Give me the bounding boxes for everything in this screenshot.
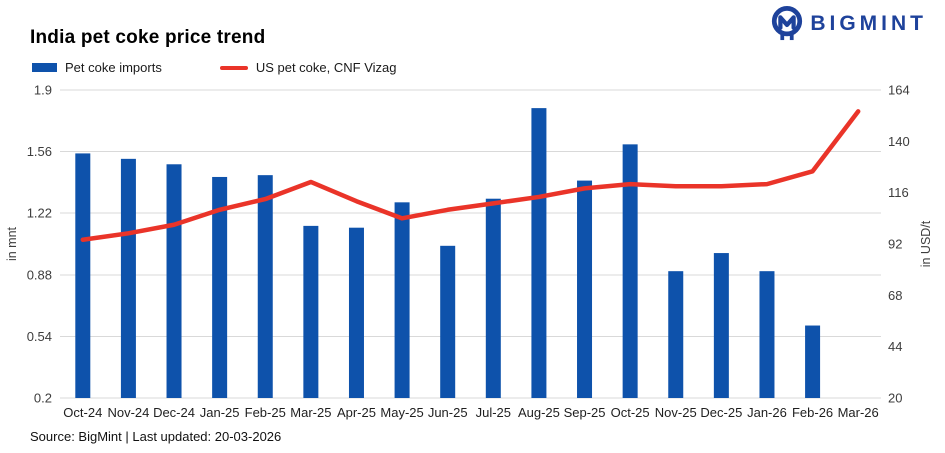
bar-May-25 xyxy=(394,202,410,398)
bigmint-logo-text: BIGMINT xyxy=(810,12,927,35)
bar-Feb-26 xyxy=(805,325,821,398)
legend: Pet coke imports US pet coke, CNF Vizag xyxy=(32,60,396,75)
right-axis-title: in USD/t xyxy=(919,220,933,267)
right-tick-label: 140 xyxy=(888,134,910,149)
bar-Aug-25 xyxy=(531,108,547,398)
x-axis-label: Apr-25 xyxy=(337,405,376,420)
x-axis-label: Dec-24 xyxy=(153,405,195,420)
x-axis-label: Aug-25 xyxy=(518,405,560,420)
bigmint-logo-icon xyxy=(772,6,803,41)
bar-Oct-24 xyxy=(75,153,91,398)
price-line xyxy=(80,109,861,242)
left-tick-label: 1.22 xyxy=(27,206,52,221)
x-axis-label: Jan-26 xyxy=(747,405,787,420)
x-axis-label: Jun-25 xyxy=(428,405,468,420)
x-axis-label: May-25 xyxy=(380,405,423,420)
legend-item-pet-coke-imports: Pet coke imports xyxy=(32,60,162,75)
x-axis-label: Feb-26 xyxy=(792,405,833,420)
page-title: India pet coke price trend xyxy=(30,27,266,48)
right-tick-label: 164 xyxy=(888,83,910,98)
x-axis-label: Mar-26 xyxy=(838,405,879,420)
legend-label-price: US pet coke, CNF Vizag xyxy=(255,60,397,75)
x-axis-label: Mar-25 xyxy=(290,405,331,420)
left-tick-label: 0.88 xyxy=(27,267,52,282)
bar-Dec-24 xyxy=(166,164,182,398)
bar-Jan-26 xyxy=(759,271,775,398)
right-tick-label: 44 xyxy=(888,339,902,354)
x-axis-label: Nov-25 xyxy=(655,405,697,420)
bar-Sep-25 xyxy=(577,180,593,398)
bar-Dec-25 xyxy=(713,253,729,398)
left-tick-label: 0.54 xyxy=(27,329,52,344)
bar-Jul-25 xyxy=(485,198,501,398)
bar-Mar-25 xyxy=(303,225,319,398)
bar-Oct-25 xyxy=(622,144,638,398)
source-note: Source: BigMint | Last updated: 20-03-20… xyxy=(30,429,282,444)
x-axis-label: Feb-25 xyxy=(245,405,286,420)
legend-line-swatch xyxy=(219,65,248,70)
bigmint-logo: BIGMINT xyxy=(770,5,927,43)
x-axis-label: Sep-25 xyxy=(564,405,606,420)
bar-Jun-25 xyxy=(440,245,456,398)
x-axis-label: Dec-25 xyxy=(700,405,742,420)
bar-Feb-25 xyxy=(257,175,273,398)
x-axis-label: Oct-25 xyxy=(611,405,650,420)
right-tick-label: 116 xyxy=(888,185,909,200)
bar-Jan-25 xyxy=(212,176,228,398)
left-tick-label: 1.9 xyxy=(34,83,52,98)
left-axis-title: in mnt xyxy=(5,226,19,261)
left-tick-label: 1.56 xyxy=(27,144,52,159)
bar-Nov-24 xyxy=(120,158,136,398)
bar-Apr-25 xyxy=(348,227,364,398)
x-axis-label: Jan-25 xyxy=(200,405,240,420)
bar-Nov-25 xyxy=(668,271,684,398)
right-tick-label: 20 xyxy=(888,391,902,406)
x-axis-label: Oct-24 xyxy=(63,405,102,420)
right-tick-label: 92 xyxy=(888,237,902,252)
right-tick-label: 68 xyxy=(888,288,902,303)
left-tick-label: 0.2 xyxy=(34,391,52,406)
x-axis-label: Jul-25 xyxy=(476,405,511,420)
x-axis-label: Nov-24 xyxy=(107,405,149,420)
legend-label-imports: Pet coke imports xyxy=(65,60,162,75)
legend-item-us-pet-coke: US pet coke, CNF Vizag xyxy=(219,60,397,75)
legend-bar-swatch xyxy=(32,63,57,72)
